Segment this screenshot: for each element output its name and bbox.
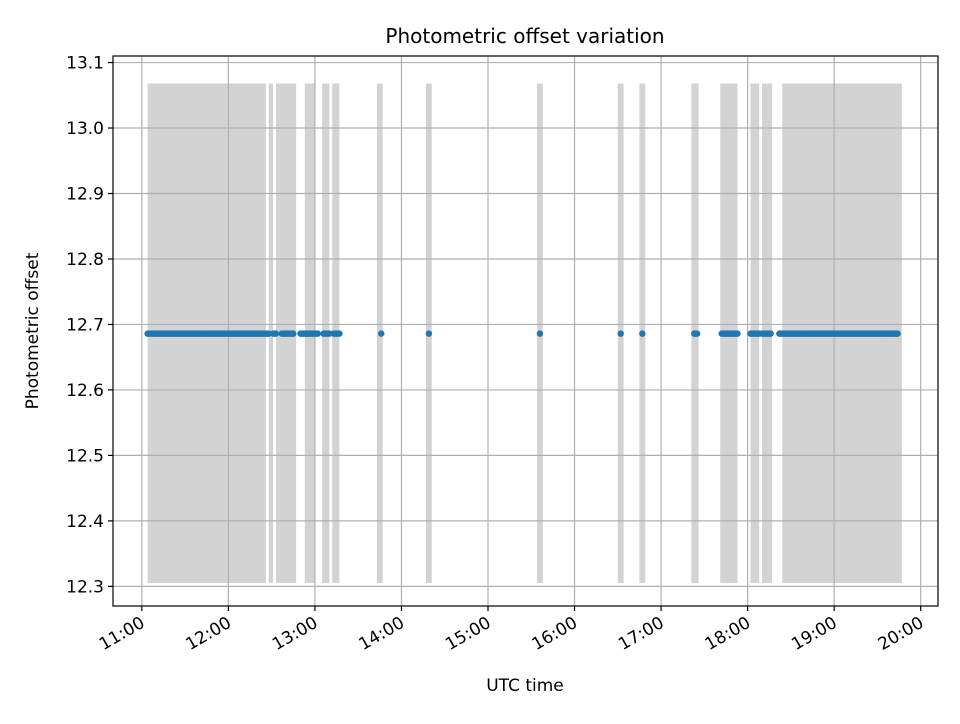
data-point [639, 330, 646, 337]
data-point-layer [144, 330, 901, 337]
plot-frame [112, 55, 939, 607]
data-point [767, 330, 774, 337]
data-point [314, 330, 322, 337]
y-tick-label: 12.3 [66, 577, 104, 597]
y-tick-label: 12.6 [66, 381, 104, 401]
grid-layer [113, 56, 938, 606]
data-point [336, 330, 343, 337]
y-tick-label: 13.0 [66, 119, 104, 139]
data-point [272, 330, 280, 337]
y-axis-label: Photometric offset [23, 252, 43, 409]
data-point [617, 330, 624, 337]
data-point [693, 330, 701, 337]
data-point [378, 330, 385, 337]
y-tick-label: 13.1 [66, 54, 104, 74]
chart-title: Photometric offset variation [385, 24, 664, 48]
y-tick-label: 12.8 [66, 250, 104, 270]
y-tick-label: 12.9 [66, 185, 104, 205]
data-point [536, 330, 544, 337]
data-point [290, 330, 297, 337]
data-point [894, 330, 901, 337]
y-tick-label: 12.5 [66, 446, 104, 466]
data-point [425, 330, 433, 337]
x-axis-label: UTC time [486, 676, 564, 696]
data-point [734, 330, 741, 337]
y-tick-label: 12.7 [66, 315, 104, 335]
y-tick-label: 12.4 [66, 512, 104, 532]
